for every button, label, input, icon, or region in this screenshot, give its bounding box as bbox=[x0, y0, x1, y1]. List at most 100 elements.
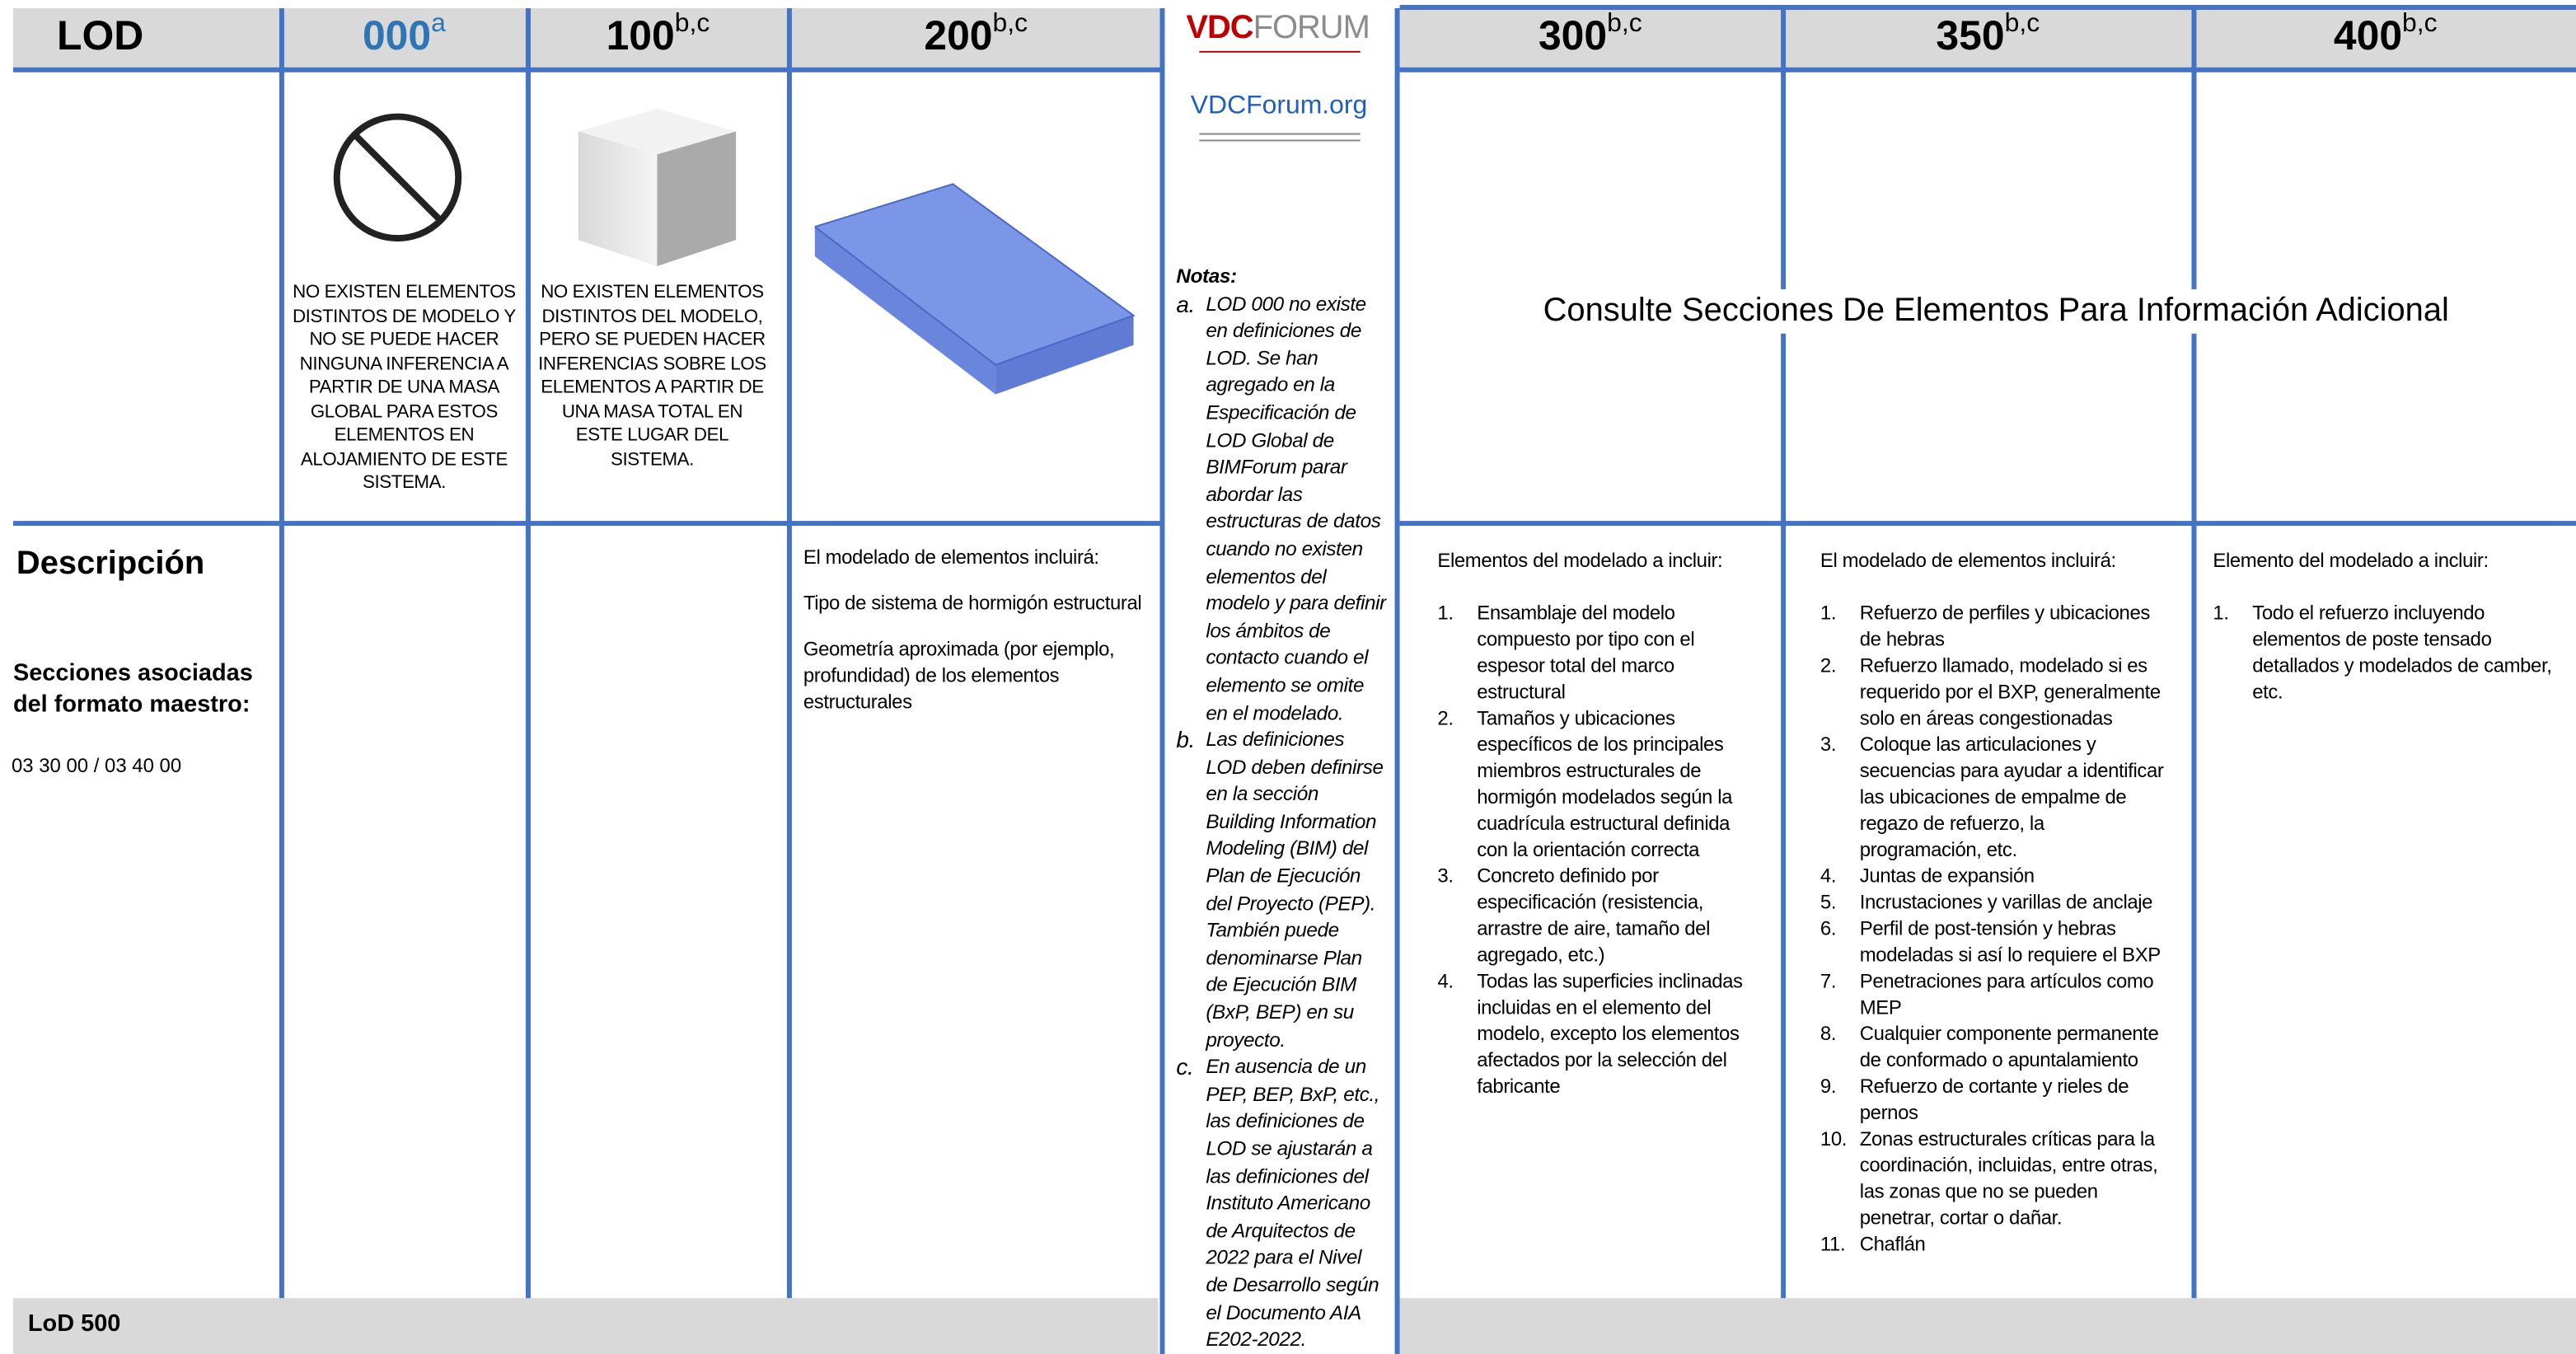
note: c. En ausencia de un PEP, BEP, BxP, etc.,… bbox=[1176, 1054, 1386, 1354]
item-text: Tamaños y ubicaciones específicos de los… bbox=[1477, 706, 1733, 861]
item-number: 7. bbox=[1820, 969, 1837, 993]
list-item: 4. Todas las superficies inclinadas inclu… bbox=[1437, 967, 1749, 1099]
header-bg bbox=[12, 7, 1162, 69]
item-text: Juntas de expansión bbox=[1859, 864, 2035, 888]
level: 100 bbox=[606, 12, 675, 59]
slab bbox=[814, 183, 1136, 395]
paragraph: Geometría aproximada (por ejemplo, profu… bbox=[803, 637, 1115, 714]
rule bbox=[1399, 521, 2576, 527]
site-rule bbox=[1199, 133, 1361, 135]
list-item: 9. Refuerzo de cortante y rieles de perno… bbox=[1820, 1073, 2166, 1126]
item-text: Refuerzo de cortante y rieles de pernos bbox=[1859, 1075, 2129, 1124]
col-head: 100b,c bbox=[529, 9, 787, 61]
item-list: 1. Refuerzo de perfiles y ubicaciones de … bbox=[1820, 600, 2166, 1258]
lod100-caption: NO EXISTEN ELEMENTOS DISTINTOS DEL MODEL… bbox=[538, 282, 766, 470]
item-number: 1. bbox=[1437, 601, 1454, 625]
item-number: 2. bbox=[1820, 654, 1837, 677]
list-item: 10. Zonas estructurales críticas para la … bbox=[1820, 1126, 2166, 1231]
col-line bbox=[786, 7, 792, 1299]
col-line bbox=[525, 7, 531, 1299]
level: 000 bbox=[362, 12, 432, 59]
item-text: Refuerzo de perfiles y ubicaciones de he… bbox=[1859, 601, 2151, 651]
consult-note: Consulte Secciones De Elementos Para Inf… bbox=[1487, 288, 2506, 334]
desc-title: Descripción bbox=[16, 545, 205, 582]
item-number: 8. bbox=[1820, 1022, 1837, 1046]
note-ref: b,c bbox=[2402, 9, 2438, 38]
col-line bbox=[279, 7, 284, 1299]
item-text: Todas las superficies inclinadas incluid… bbox=[1477, 969, 1743, 1098]
item-number: 3. bbox=[1820, 733, 1837, 757]
item-number: 6. bbox=[1820, 916, 1837, 940]
note-ref: b,c bbox=[674, 9, 710, 38]
item-text: Chaflán bbox=[1859, 1232, 1926, 1256]
logo: VDCFORUM bbox=[1186, 9, 1370, 48]
level: 400 bbox=[2333, 12, 2403, 59]
rule bbox=[12, 521, 1162, 527]
item-text: Refuerzo llamado, modelado si es requeri… bbox=[1859, 654, 2161, 730]
item-text: Perfil de post-tensión y hebras modelada… bbox=[1859, 916, 2161, 967]
lod350-desc: El modelado de elementos incluirá: 1. Refu… bbox=[1820, 547, 2166, 1257]
item-text: Ensamblaje del modelo compuesto por tipo… bbox=[1477, 601, 1695, 704]
sections-label: Secciones asociadas del formato maestro: bbox=[12, 660, 253, 719]
list-item: 1. Ensamblaje del modelo compuesto por ti… bbox=[1437, 600, 1749, 705]
notes: Notas: a. LOD 000 no existe en definicione… bbox=[1176, 263, 1386, 1354]
sections: 03 30 00 / 03 40 00 bbox=[11, 754, 182, 778]
rule bbox=[12, 67, 1162, 73]
note: b. Las definiciones LOD deben definirse e… bbox=[1176, 727, 1386, 1054]
list-item: 1. Refuerzo de perfiles y ubicaciones de … bbox=[1820, 600, 2166, 653]
item-number: 3. bbox=[1437, 864, 1454, 888]
lod000-caption: NO EXISTEN ELEMENTOS DISTINTOS DE MODELO… bbox=[292, 282, 516, 494]
list-item: 6. Perfil de post-tensión y hebras modela… bbox=[1820, 916, 2166, 968]
list-item: 2. Tamaños y ubicaciones específicos de l… bbox=[1437, 705, 1749, 862]
notes-title: Notas: bbox=[1176, 265, 1237, 288]
col-line bbox=[2191, 7, 2197, 1299]
footer-bg bbox=[12, 1298, 1159, 1354]
intro: El modelado de elementos incluirá: bbox=[803, 545, 1099, 569]
item-list: 1. Ensamblaje del modelo compuesto por ti… bbox=[1437, 600, 1749, 1099]
level: 200 bbox=[924, 12, 993, 59]
list-item: 11. Chaflán bbox=[1820, 1230, 2166, 1257]
note-letter: b. bbox=[1176, 726, 1195, 753]
item-text: Incrustaciones y varillas de anclaje bbox=[1859, 890, 2153, 914]
item-number: 2. bbox=[1437, 706, 1454, 730]
note-ref: b,c bbox=[2004, 9, 2040, 38]
list-item: 8. Cualquier componente permanente de con… bbox=[1820, 1020, 2166, 1073]
intro: Elementos del modelado a incluir: bbox=[1437, 548, 1723, 572]
level: 350 bbox=[1936, 12, 2005, 59]
note-ref: b,c bbox=[1607, 9, 1642, 38]
site-link[interactable]: VDCForum.org bbox=[1190, 91, 1368, 120]
item-number: 1. bbox=[1820, 601, 1837, 625]
item-number: 4. bbox=[1437, 969, 1454, 993]
list-item: 5. Incrustaciones y varillas de anclaje bbox=[1820, 889, 2166, 916]
rule bbox=[1399, 4, 2576, 10]
note-letter: c. bbox=[1176, 1053, 1194, 1080]
item-text: Coloque las articulaciones y secuencias … bbox=[1859, 733, 2164, 861]
intro: El modelado de elementos incluirá: bbox=[1820, 548, 2116, 572]
list-item: 2. Refuerzo llamado, modelado si es reque… bbox=[1820, 653, 2166, 732]
logo-forum: FORUM bbox=[1253, 9, 1370, 46]
cube bbox=[578, 108, 737, 267]
lod-label: LOD bbox=[56, 12, 144, 59]
item-text: Penetraciones para artículos como MEP bbox=[1859, 969, 2154, 1019]
item-text: Zonas estructurales críticas para la coo… bbox=[1859, 1127, 2158, 1230]
item-number: 5. bbox=[1820, 890, 1837, 914]
no-symbol bbox=[333, 113, 462, 242]
item-number: 10. bbox=[1820, 1127, 1848, 1150]
item-list: 1. Todo el refuerzo incluyendo elementos … bbox=[2213, 600, 2558, 705]
lod400-desc: Elemento del modelado a incluir: 1. Todo e… bbox=[2213, 547, 2558, 705]
footer-bg bbox=[1399, 1298, 2576, 1354]
col-head: 400b,c bbox=[2194, 9, 2576, 61]
lod300-desc: Elementos del modelado a incluir: 1. Ensam… bbox=[1437, 547, 1749, 1099]
note-text: En ausencia de un PEP, BEP, BxP, etc., l… bbox=[1206, 1055, 1380, 1352]
item-number: 1. bbox=[2213, 601, 2229, 625]
col-line bbox=[1159, 7, 1165, 1354]
rule bbox=[1399, 67, 2576, 73]
col-line bbox=[1781, 7, 1787, 1299]
item-text: Cualquier componente permanente de confo… bbox=[1859, 1022, 2159, 1072]
item-number: 4. bbox=[1820, 864, 1837, 888]
note-text: Las definiciones LOD deben definirse en … bbox=[1206, 728, 1384, 1052]
col-head: 350b,c bbox=[1784, 9, 2191, 61]
col-head: 000a bbox=[283, 10, 526, 61]
